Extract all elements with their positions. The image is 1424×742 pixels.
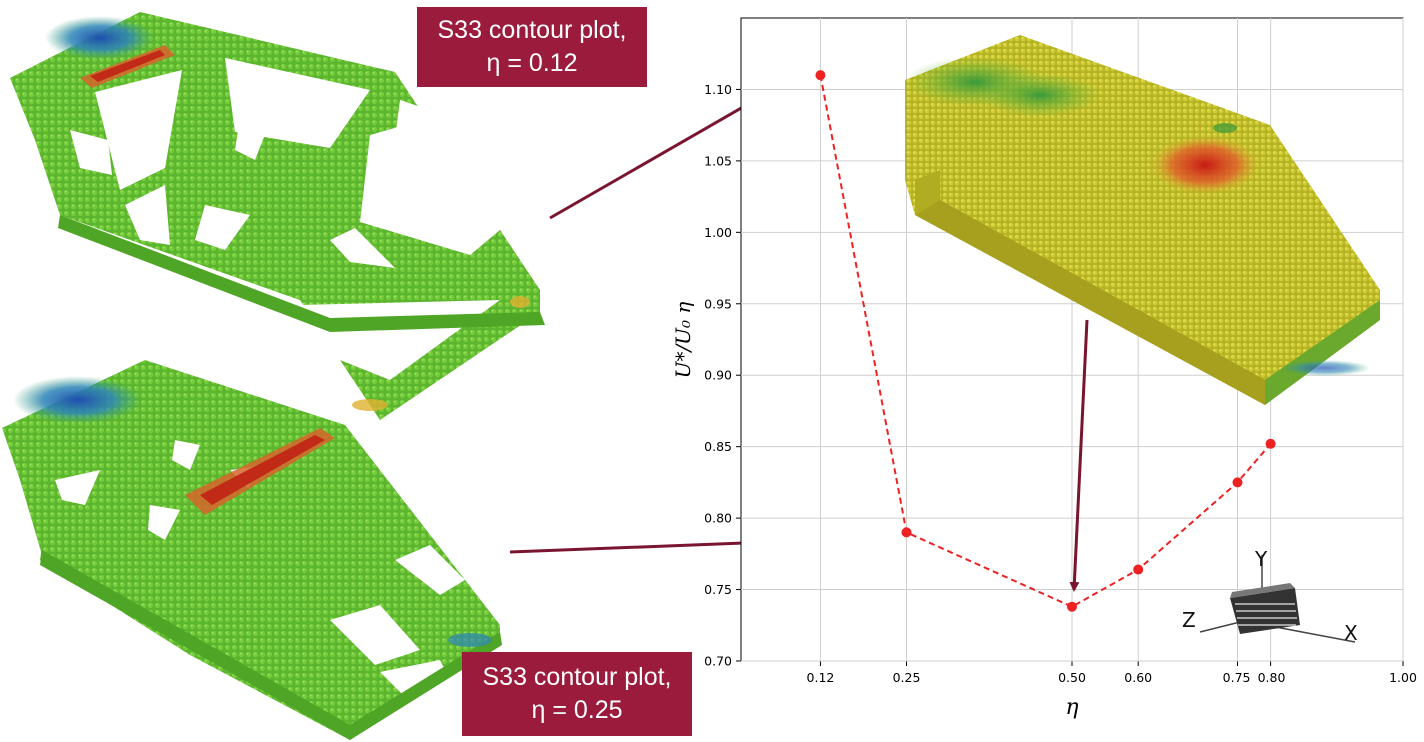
annotation-025-line1: S33 contour plot, <box>482 663 672 691</box>
y-axis-label: U*/U₀ η <box>671 302 695 379</box>
structure-render-eta-025 <box>2 360 502 740</box>
x-axis-label: η <box>1065 695 1078 720</box>
y-tick-labels: 0.70 0.75 0.80 0.85 0.90 0.95 1.00 1.05 1.10 <box>704 82 732 669</box>
structure-render-eta-012 <box>10 12 545 420</box>
y-tick-label: 0.70 <box>704 654 732 669</box>
annotation-box-eta-012: S33 contour plot, η = 0.12 <box>417 7 647 87</box>
structure-render-eta-050 <box>905 35 1380 405</box>
chart-plot-area: 0.12 0.25 0.50 0.60 0.75 0.80 1.00 0.70 0.75 0.8… <box>671 17 1417 720</box>
arrow-to-point-050 <box>1069 319 1089 592</box>
y-tick-label: 1.05 <box>704 153 732 168</box>
data-point <box>901 527 912 538</box>
data-point <box>1067 601 1077 612</box>
x-tick-label: 1.00 <box>1389 670 1417 685</box>
x-tick-labels: 0.12 0.25 0.50 0.60 0.75 0.80 1.00 <box>807 670 1417 685</box>
annotation-box-eta-025: S33 contour plot, η = 0.25 <box>462 652 692 736</box>
annotation-012-line1: S33 contour plot, <box>437 16 627 44</box>
series-path <box>819 74 1272 608</box>
series-markers <box>815 70 1276 612</box>
y-tick-label: 1.00 <box>704 225 732 240</box>
axes-triad: Y X Z <box>1182 547 1358 645</box>
data-point <box>815 70 826 81</box>
x-tick-label: 0.12 <box>807 670 835 685</box>
x-tick-label: 0.80 <box>1258 670 1286 685</box>
annotation-012-line2: η = 0.12 <box>486 49 578 77</box>
y-tick-label: 0.90 <box>704 368 732 383</box>
y-tick-label: 0.85 <box>704 439 732 454</box>
y-tick-label: 0.75 <box>704 582 732 597</box>
axis-y-label: Y <box>1254 547 1268 571</box>
data-point <box>1265 438 1276 449</box>
data-point <box>1133 564 1144 575</box>
y-axis-label-text: U*/U₀ η <box>671 302 695 379</box>
axis-x-label: X <box>1344 621 1358 645</box>
data-point <box>1232 477 1243 488</box>
axis-z-label: Z <box>1182 608 1196 632</box>
x-tick-label: 0.60 <box>1124 670 1152 685</box>
y-tick-label: 0.95 <box>704 296 732 311</box>
annotation-025-line2: η = 0.25 <box>531 696 623 724</box>
y-tick-label: 1.10 <box>704 82 732 97</box>
series-line <box>819 74 1272 608</box>
y-tick-label: 0.80 <box>704 511 732 526</box>
x-tick-label: 0.75 <box>1223 670 1251 685</box>
x-tick-label: 0.25 <box>893 670 921 685</box>
x-tick-label: 0.50 <box>1058 670 1086 685</box>
